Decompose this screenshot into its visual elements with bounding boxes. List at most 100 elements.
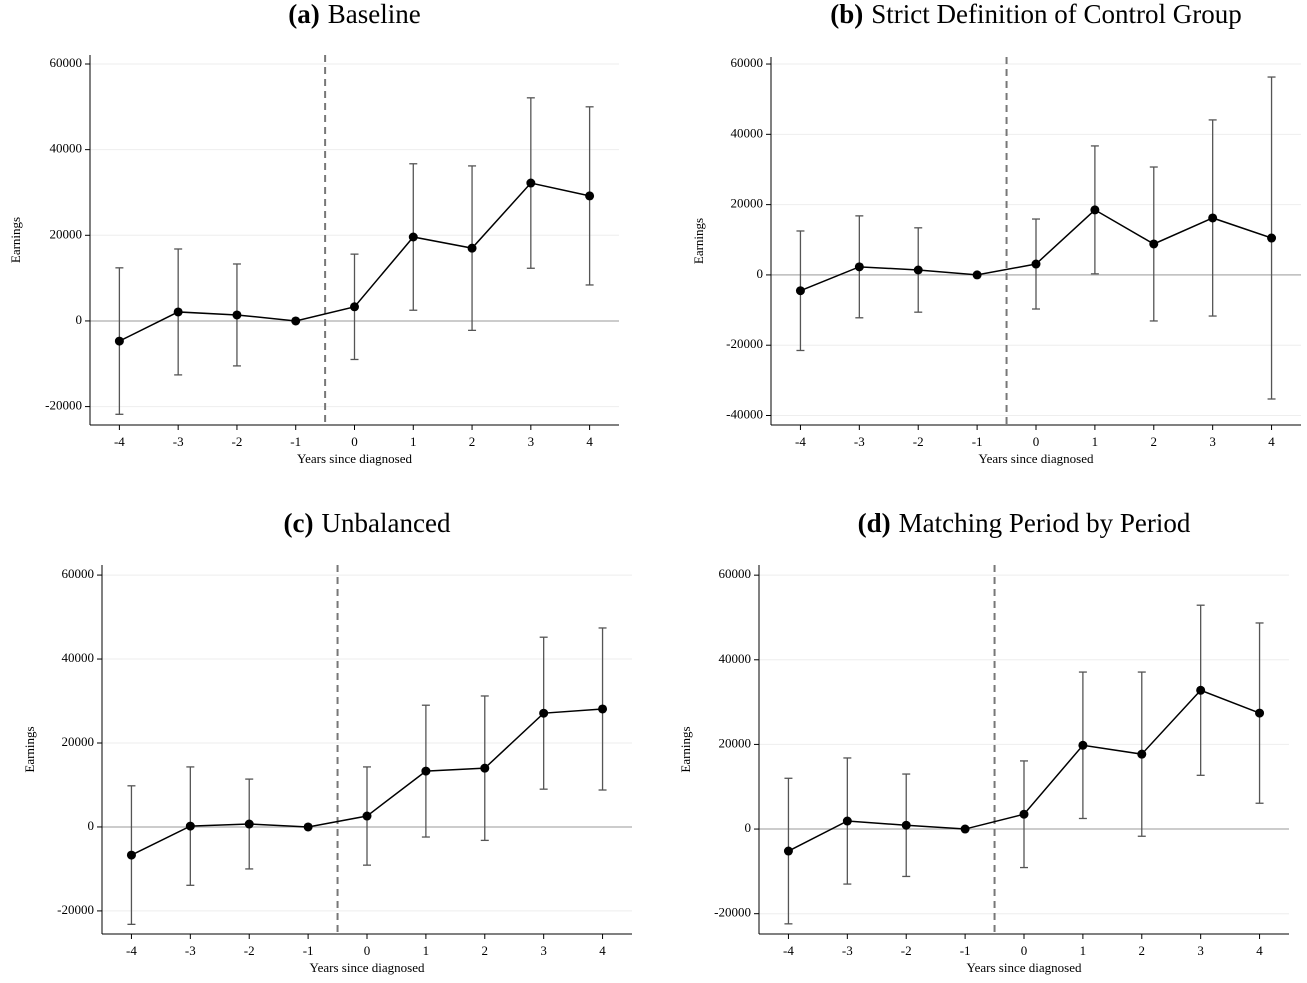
panel-label: (b): [830, 0, 863, 29]
y-tick-label: 20000: [719, 735, 752, 750]
data-point: [1255, 708, 1265, 718]
panel: (d) Matching Period by Period -20000 0 20000…: [678, 508, 1289, 975]
panel: (c) Unbalanced -20000 0 20000 40000 60000 -4 -3 -…: [22, 508, 632, 975]
x-tick-label: 1: [410, 434, 417, 449]
x-tick-label: -1: [960, 943, 971, 958]
panel-label: (a): [288, 0, 319, 29]
panel-label: (d): [858, 508, 891, 538]
x-axis-label: Years since diagnosed: [967, 960, 1082, 975]
x-tick-label: -3: [173, 434, 184, 449]
x-tick-label: -4: [783, 943, 794, 958]
y-tick-label: 40000: [50, 141, 83, 156]
x-tick-label: 4: [1256, 943, 1263, 958]
panel-title: Strict Definition of Control Group: [871, 0, 1241, 29]
data-point: [913, 265, 923, 275]
y-tick-label: -20000: [45, 398, 82, 413]
panel-title: Unbalanced: [322, 508, 451, 538]
y-tick-label: 60000: [719, 566, 752, 581]
x-tick-label: -1: [303, 943, 314, 958]
data-point: [1137, 749, 1147, 759]
x-tick-label: 3: [1197, 943, 1204, 958]
data-point: [114, 336, 124, 346]
data-point: [539, 708, 549, 718]
data-point: [244, 819, 254, 829]
data-point: [1208, 213, 1218, 223]
y-tick-label: 40000: [731, 125, 764, 140]
data-point: [1031, 259, 1041, 269]
x-tick-label: -2: [244, 943, 255, 958]
data-point: [901, 820, 911, 830]
x-tick-label: -1: [290, 434, 301, 449]
data-point: [350, 302, 359, 312]
x-tick-label: 3: [1209, 434, 1216, 449]
x-tick-label: 1: [1092, 434, 1099, 449]
y-tick-label: 20000: [731, 196, 764, 211]
x-axis-label: Years since diagnosed: [310, 960, 425, 975]
x-tick-label: -2: [901, 943, 912, 958]
x-tick-label: 0: [364, 943, 371, 958]
y-tick-label: 0: [745, 820, 752, 835]
data-point: [960, 824, 970, 834]
data-point: [1019, 809, 1029, 819]
x-axis-label: Years since diagnosed: [297, 451, 412, 466]
panel: (a) Baseline -20000 0 20000 40000 60000 -4 -3 -2 -…: [8, 0, 619, 466]
x-tick-label: -4: [795, 434, 806, 449]
data-point: [585, 191, 595, 201]
data-point: [972, 270, 982, 280]
x-tick-label: 4: [586, 434, 593, 449]
data-point: [408, 232, 418, 242]
data-point: [421, 766, 431, 776]
x-tick-label: 2: [482, 943, 489, 958]
data-point: [1267, 233, 1277, 243]
y-tick-label: 0: [757, 266, 764, 281]
x-tick-label: 2: [469, 434, 476, 449]
y-tick-label: 60000: [50, 55, 83, 70]
x-tick-label: 4: [1268, 434, 1275, 449]
y-tick-label: 60000: [731, 55, 764, 70]
x-tick-label: -3: [185, 943, 196, 958]
y-axis-label: Earnings: [678, 726, 693, 772]
data-point: [173, 307, 183, 317]
y-axis-label: Earnings: [8, 217, 23, 263]
y-tick-label: 60000: [62, 566, 95, 581]
x-axis-label: Years since diagnosed: [979, 451, 1094, 466]
x-tick-label: 0: [351, 434, 358, 449]
panel-title: Matching Period by Period: [899, 508, 1191, 538]
x-tick-label: -3: [842, 943, 853, 958]
data-point: [783, 846, 793, 856]
data-point: [598, 704, 608, 714]
y-axis-label: Earnings: [691, 218, 706, 264]
data-point: [480, 763, 490, 773]
x-tick-label: 3: [540, 943, 547, 958]
x-tick-label: 3: [528, 434, 535, 449]
data-point: [795, 286, 805, 296]
x-tick-label: 1: [1080, 943, 1087, 958]
y-tick-label: 40000: [62, 650, 95, 665]
y-tick-label: 40000: [719, 651, 752, 666]
x-tick-label: -1: [972, 434, 983, 449]
data-point: [1090, 205, 1100, 215]
data-point: [526, 178, 536, 188]
x-tick-label: -2: [913, 434, 924, 449]
x-tick-label: -3: [854, 434, 865, 449]
data-point: [1078, 740, 1088, 750]
y-tick-label: 0: [88, 818, 95, 833]
x-tick-label: -4: [114, 434, 125, 449]
x-tick-label: 2: [1151, 434, 1158, 449]
x-tick-label: 1: [423, 943, 430, 958]
y-axis-label: Earnings: [22, 726, 37, 772]
y-tick-label: -20000: [726, 336, 763, 351]
data-point: [1196, 685, 1206, 695]
x-tick-label: 0: [1033, 434, 1040, 449]
data-point: [1149, 239, 1159, 249]
data-point: [842, 816, 852, 826]
data-point: [303, 822, 313, 832]
data-point: [291, 316, 301, 326]
panel-title: Baseline: [328, 0, 421, 29]
x-tick-label: 0: [1021, 943, 1028, 958]
y-tick-label: -40000: [726, 406, 763, 421]
y-tick-label: 20000: [62, 734, 95, 749]
y-tick-label: 20000: [50, 226, 83, 241]
y-tick-label: -20000: [714, 905, 751, 920]
